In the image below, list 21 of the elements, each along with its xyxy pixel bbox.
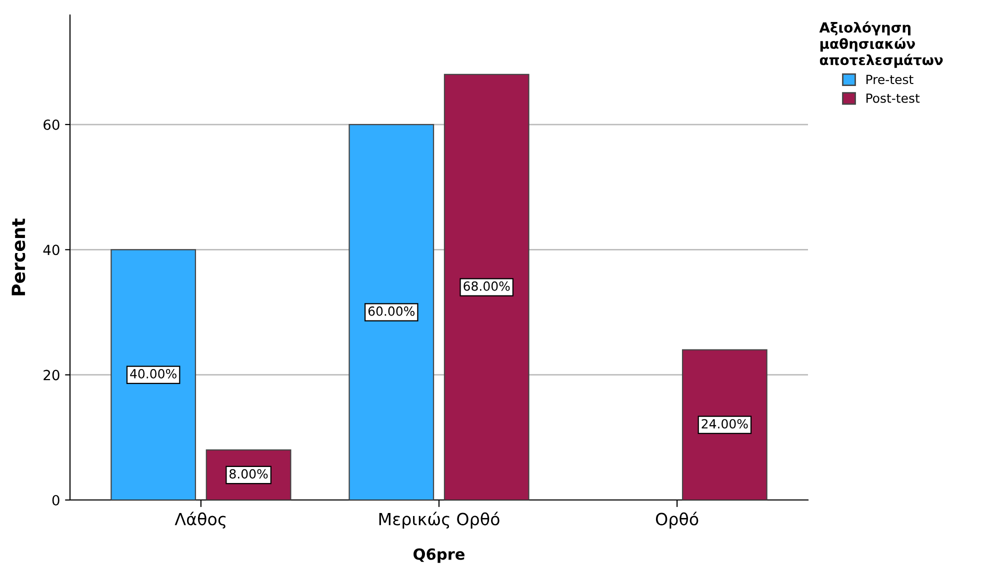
x-axis-title: Q6pre — [414, 548, 464, 563]
y-tick-label: 20 — [44, 370, 60, 380]
x-tick-label: Λάθος — [174, 512, 226, 529]
bar — [682, 349, 768, 500]
bar — [110, 249, 196, 500]
data-label: 40.00% — [130, 369, 176, 378]
y-axis-title: Percent — [12, 218, 26, 296]
legend-title: Αξιολόγηση μαθησιακών αποτελεσμάτων — [819, 21, 943, 68]
data-label: 24.00% — [702, 419, 748, 429]
x-tick-label: Μερικώς Ορθό — [379, 512, 500, 529]
bar — [348, 124, 434, 500]
y-tick-label: 40 — [43, 244, 60, 256]
legend-label: Pre-test — [866, 74, 914, 84]
y-tick-label: 0 — [52, 494, 60, 506]
x-tick-label: Ορθό — [656, 512, 698, 529]
bar — [444, 74, 530, 500]
data-label: 8.00% — [230, 469, 268, 479]
legend-label: Post-test — [866, 94, 920, 103]
y-tick-label: 60 — [44, 119, 60, 130]
data-label: 60.00% — [368, 306, 415, 316]
data-label: 68.00% — [464, 281, 510, 291]
